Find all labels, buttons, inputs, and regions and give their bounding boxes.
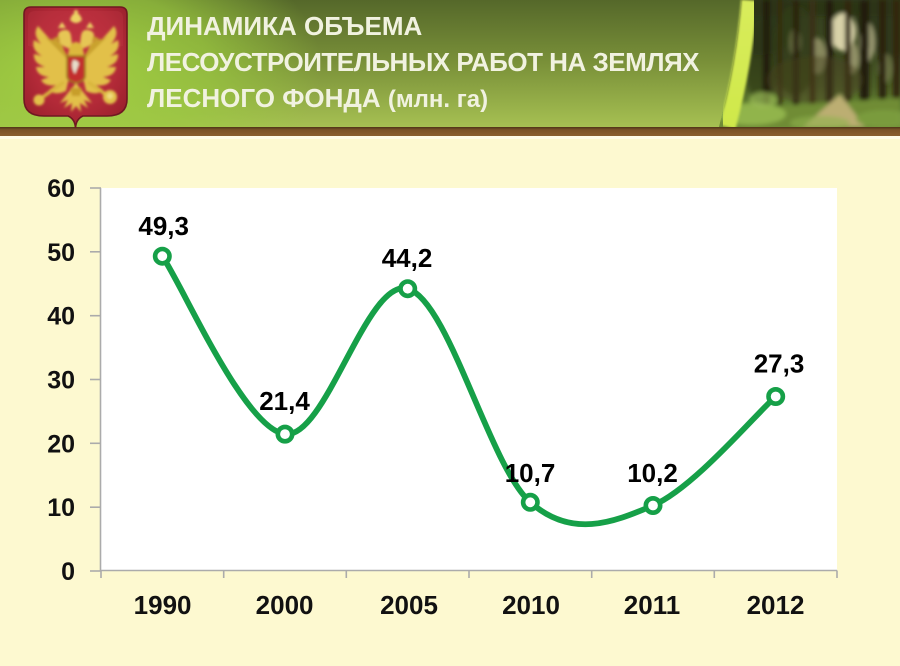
svg-text:30: 30 — [47, 367, 75, 395]
svg-text:2012: 2012 — [747, 590, 805, 620]
svg-text:40: 40 — [47, 303, 75, 331]
svg-text:10,7: 10,7 — [505, 458, 556, 488]
svg-text:2005: 2005 — [380, 590, 438, 620]
svg-text:60: 60 — [47, 175, 75, 203]
svg-text:10: 10 — [47, 494, 75, 522]
svg-text:50: 50 — [47, 239, 75, 267]
svg-text:0: 0 — [61, 558, 75, 586]
svg-text:44,2: 44,2 — [382, 243, 433, 273]
svg-text:2010: 2010 — [502, 590, 560, 620]
svg-text:27,3: 27,3 — [754, 349, 805, 379]
svg-text:49,3: 49,3 — [138, 211, 189, 241]
svg-text:2011: 2011 — [624, 590, 680, 620]
svg-text:10,2: 10,2 — [627, 458, 678, 488]
svg-text:20: 20 — [47, 430, 75, 458]
svg-text:2000: 2000 — [256, 590, 314, 620]
svg-text:1990: 1990 — [134, 590, 192, 620]
svg-text:21,4: 21,4 — [259, 386, 310, 416]
